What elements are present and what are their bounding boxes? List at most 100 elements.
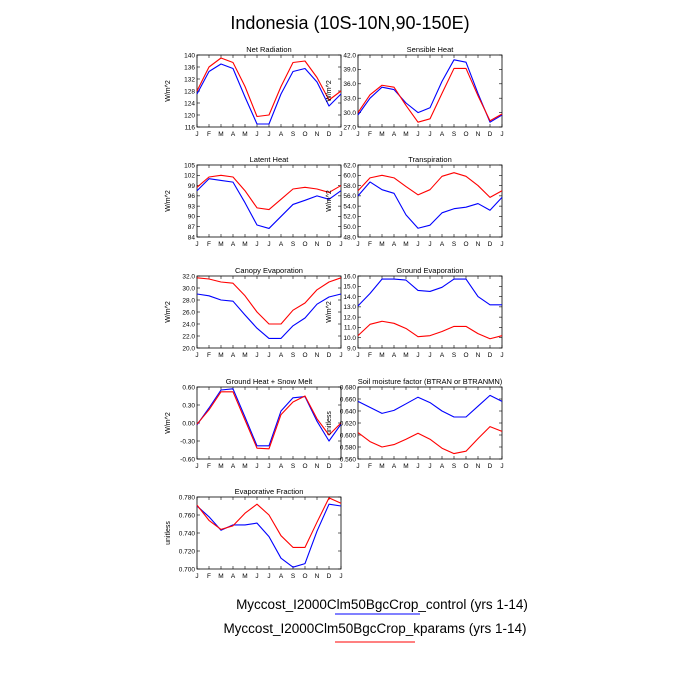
x-tick-label: J bbox=[339, 352, 342, 359]
y-axis-label: W/m^2 bbox=[165, 190, 172, 212]
x-tick-label: M bbox=[218, 241, 223, 248]
y-axis-label: unitless bbox=[165, 521, 172, 545]
y-tick-label: 102 bbox=[184, 173, 195, 180]
y-tick-label: 28.0 bbox=[182, 297, 195, 304]
x-tick-label: A bbox=[279, 352, 284, 359]
x-tick-label: J bbox=[416, 241, 419, 248]
x-tick-label: M bbox=[242, 573, 247, 580]
x-tick-label: N bbox=[476, 463, 481, 470]
panel-5: Canopy Evaporation W/m^2 32.0 30.0 28.0 26.0 2… bbox=[165, 266, 343, 359]
y-tick-label: 0.600 bbox=[340, 432, 357, 439]
x-tick-label: N bbox=[315, 131, 320, 138]
x-tick-label: M bbox=[218, 573, 223, 580]
y-tick-label: 0.760 bbox=[179, 512, 196, 519]
x-tick-label: D bbox=[488, 131, 493, 138]
x-tick-label: M bbox=[403, 131, 408, 138]
x-tick-label: F bbox=[207, 573, 211, 580]
x-tick-label: D bbox=[488, 241, 493, 248]
x-tick-label: A bbox=[440, 463, 445, 470]
panel-9: Evaporative Fraction unitless 0.780 0.760 0.… bbox=[165, 487, 343, 580]
x-tick-label: O bbox=[302, 463, 307, 470]
x-tick-label: A bbox=[392, 352, 397, 359]
x-tick-label: F bbox=[368, 463, 372, 470]
series-line-kparams bbox=[196, 391, 342, 450]
panel-2: Sensible Heat W/m^2 42.0 39.0 36.0 33.0 30.0 27… bbox=[326, 45, 504, 138]
x-tick-label: N bbox=[315, 463, 320, 470]
x-tick-label: J bbox=[267, 131, 270, 138]
panel-title: Ground Heat + Snow Melt bbox=[226, 377, 313, 386]
x-tick-label: D bbox=[327, 463, 332, 470]
y-tick-label: 9.0 bbox=[347, 345, 356, 352]
x-tick-label: J bbox=[428, 241, 431, 248]
y-tick-label: 13.0 bbox=[343, 304, 356, 311]
panel-8: Soil moisture factor (BTRAN or BTRANMN) u… bbox=[326, 377, 504, 470]
x-tick-label: J bbox=[267, 352, 270, 359]
x-tick-label: O bbox=[302, 573, 307, 580]
x-tick-label: M bbox=[379, 463, 384, 470]
series-line-kparams bbox=[357, 426, 503, 455]
x-tick-label: N bbox=[315, 573, 320, 580]
series-line-kparams bbox=[196, 174, 342, 211]
x-tick-label: S bbox=[291, 352, 296, 359]
series-line-kparams bbox=[357, 172, 503, 198]
x-tick-label: S bbox=[291, 131, 296, 138]
x-tick-label: J bbox=[255, 352, 258, 359]
y-axis-label: W/m^2 bbox=[326, 301, 333, 323]
x-tick-label: M bbox=[379, 352, 384, 359]
x-tick-label: D bbox=[327, 352, 332, 359]
x-tick-label: J bbox=[255, 131, 258, 138]
y-tick-label: 26.0 bbox=[182, 309, 195, 316]
x-tick-label: A bbox=[440, 352, 445, 359]
y-tick-label: 84 bbox=[188, 234, 196, 241]
x-tick-label: M bbox=[218, 352, 223, 359]
y-tick-label: 33.0 bbox=[343, 96, 356, 103]
x-tick-label: J bbox=[195, 241, 198, 248]
x-tick-label: M bbox=[242, 463, 247, 470]
y-tick-label: 24.0 bbox=[182, 321, 195, 328]
x-tick-label: J bbox=[416, 352, 419, 359]
y-tick-label: 99 bbox=[188, 183, 196, 190]
series-line-control bbox=[196, 63, 342, 125]
y-tick-label: 124 bbox=[184, 100, 195, 107]
x-tick-label: N bbox=[476, 352, 481, 359]
x-tick-label: O bbox=[463, 463, 468, 470]
series-line-control bbox=[357, 394, 503, 418]
y-tick-label: 0.640 bbox=[340, 408, 357, 415]
y-tick-label: 32.0 bbox=[182, 273, 195, 280]
y-tick-label: 0.30 bbox=[182, 402, 195, 409]
x-tick-label: J bbox=[500, 131, 503, 138]
x-tick-label: O bbox=[302, 131, 307, 138]
x-tick-label: M bbox=[218, 463, 223, 470]
x-tick-label: J bbox=[428, 463, 431, 470]
y-axis-label: W/m^2 bbox=[326, 80, 333, 102]
y-tick-label: 62.0 bbox=[343, 162, 356, 169]
x-tick-label: S bbox=[291, 573, 296, 580]
y-tick-label: 39.0 bbox=[343, 67, 356, 74]
y-tick-label: 0.60 bbox=[182, 384, 195, 391]
series-line-kparams bbox=[357, 320, 503, 340]
x-tick-label: D bbox=[488, 352, 493, 359]
y-tick-label: 0.660 bbox=[340, 396, 357, 403]
y-tick-label: 15.0 bbox=[343, 284, 356, 291]
x-tick-label: J bbox=[267, 241, 270, 248]
x-tick-label: A bbox=[231, 131, 236, 138]
y-tick-label: 0.700 bbox=[179, 566, 196, 573]
x-tick-label: J bbox=[339, 573, 342, 580]
y-tick-label: 20.0 bbox=[182, 345, 195, 352]
x-tick-label: A bbox=[231, 463, 236, 470]
x-tick-label: J bbox=[195, 131, 198, 138]
x-tick-label: M bbox=[379, 241, 384, 248]
series-line-control bbox=[357, 278, 502, 307]
x-tick-label: F bbox=[207, 241, 211, 248]
y-axis-label: W/m^2 bbox=[165, 301, 172, 323]
y-tick-label: 0.680 bbox=[340, 384, 357, 391]
x-tick-label: J bbox=[195, 352, 198, 359]
x-tick-label: A bbox=[392, 241, 397, 248]
figure-title: Indonesia (10S-10N,90-150E) bbox=[230, 13, 469, 33]
x-tick-label: J bbox=[195, 573, 198, 580]
x-tick-label: J bbox=[500, 352, 503, 359]
x-tick-label: F bbox=[207, 352, 211, 359]
panel-6: Ground Evaporation W/m^2 16.0 15.0 14.0 13.0 1… bbox=[326, 266, 504, 359]
